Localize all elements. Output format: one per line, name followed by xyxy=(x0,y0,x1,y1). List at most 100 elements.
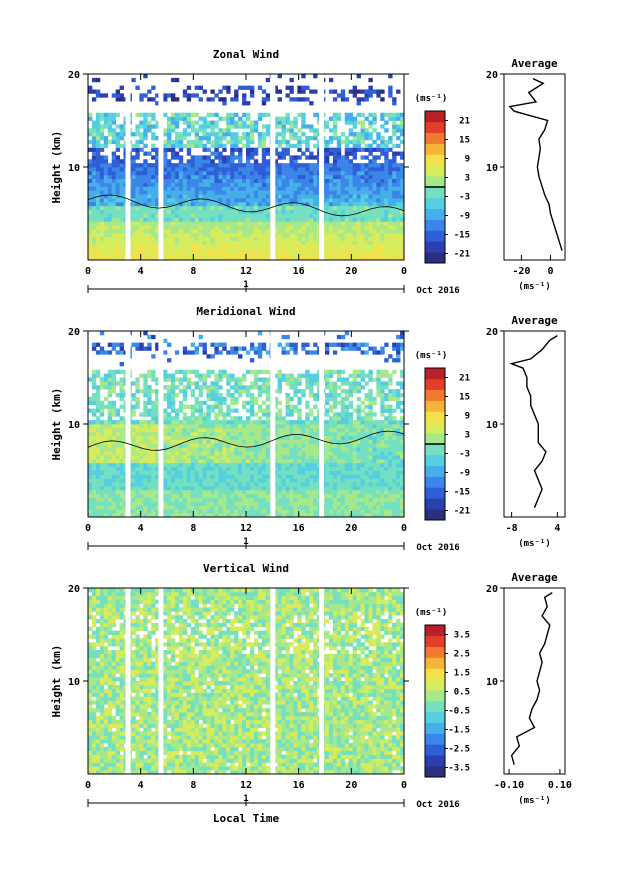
heat-cell xyxy=(119,170,124,176)
heat-cell xyxy=(305,462,310,468)
heat-cell xyxy=(163,416,168,421)
heat-cell xyxy=(297,416,302,421)
heat-cell xyxy=(238,201,243,207)
heat-cell xyxy=(167,178,172,183)
heat-cell xyxy=(384,427,389,433)
heat-cell xyxy=(182,205,188,211)
heat-cell xyxy=(380,470,385,475)
heat-cell xyxy=(167,240,172,245)
heat-cell xyxy=(210,194,215,199)
heat-cell xyxy=(131,194,136,199)
heat-cell xyxy=(174,194,180,199)
heat-cell xyxy=(198,455,203,460)
heat-cell xyxy=(182,458,188,464)
heat-cell xyxy=(309,225,314,230)
heat-cell xyxy=(151,252,156,257)
heat-cell xyxy=(139,209,144,214)
heat-cell xyxy=(388,509,393,514)
heat-cell xyxy=(103,509,109,514)
heat-cell xyxy=(190,170,196,176)
heat-cell xyxy=(352,147,357,152)
heat-cell xyxy=(281,116,286,121)
heat-cell xyxy=(88,225,93,230)
heat-cell xyxy=(289,248,294,253)
heat-cell xyxy=(206,221,211,226)
colorbar-unit: (ms⁻¹) xyxy=(415,94,448,104)
heat-cell xyxy=(246,229,251,234)
heat-cell xyxy=(384,159,389,164)
heat-cell xyxy=(190,486,196,491)
heat-cell xyxy=(344,424,350,429)
heat-cell xyxy=(111,424,117,429)
heat-cell xyxy=(163,424,168,429)
heat-cell xyxy=(103,124,109,129)
heat-cell xyxy=(214,136,219,141)
heat-cell xyxy=(249,178,255,183)
heat-cell xyxy=(222,447,227,452)
heat-cell xyxy=(356,132,361,137)
heat-cell xyxy=(261,439,267,444)
heat-cell xyxy=(230,236,235,242)
heat-cell xyxy=(352,236,357,242)
heat-cell xyxy=(356,501,361,506)
heat-cell xyxy=(182,489,188,495)
heat-cell xyxy=(238,451,243,456)
heat-cell xyxy=(226,458,231,464)
heat-cell xyxy=(380,244,385,249)
heat-cell xyxy=(289,213,294,218)
heat-cell xyxy=(309,505,314,510)
x-tick-label: 16 xyxy=(293,266,305,277)
heat-cell xyxy=(313,482,318,487)
heat-cell xyxy=(297,474,302,479)
heat-cell xyxy=(249,236,255,242)
heat-cell xyxy=(360,501,365,506)
heat-cell xyxy=(396,217,401,222)
heat-cell xyxy=(218,447,223,452)
heat-cell xyxy=(163,435,168,440)
heat-cell xyxy=(214,163,219,168)
heat-cell xyxy=(107,209,113,214)
heat-cell xyxy=(103,190,109,195)
heat-cell xyxy=(107,225,113,230)
heat-cell xyxy=(194,232,199,238)
heat-cell xyxy=(273,462,278,468)
heat-cell xyxy=(246,478,251,483)
heat-cell xyxy=(214,147,219,152)
heat-cell xyxy=(230,120,235,125)
heat-cell xyxy=(372,163,377,168)
heat-cell xyxy=(99,155,105,160)
heat-cell xyxy=(396,209,401,214)
heat-cell xyxy=(206,416,211,421)
heat-cell xyxy=(388,489,393,495)
heat-cell xyxy=(115,174,120,180)
heat-cell xyxy=(273,486,278,491)
heat-cell xyxy=(186,478,192,483)
heat-cell xyxy=(384,163,389,168)
colorbar-swatch xyxy=(425,219,445,231)
heat-cell xyxy=(305,139,310,145)
heat-cell xyxy=(257,132,263,137)
heat-cell xyxy=(336,240,342,245)
heat-cell xyxy=(344,112,350,118)
heat-cell xyxy=(372,482,377,487)
heat-cell xyxy=(99,132,105,137)
heat-cell xyxy=(88,482,93,487)
heat-cell xyxy=(151,505,156,510)
heat-cell xyxy=(265,489,271,495)
heat-cell xyxy=(265,447,271,452)
heat-cell xyxy=(131,482,136,487)
heat-cell xyxy=(309,136,314,141)
heat-cell xyxy=(249,201,255,207)
heat-cell xyxy=(174,435,180,440)
heat-cell xyxy=(88,493,93,499)
heat-cell xyxy=(139,248,144,253)
heat-cell xyxy=(336,209,342,214)
heat-cell xyxy=(99,190,105,195)
heat-cell xyxy=(246,178,251,183)
heat-cell xyxy=(170,505,176,510)
heat-cell xyxy=(325,248,330,253)
heat-cell xyxy=(352,143,357,149)
heat-cell xyxy=(392,163,397,168)
heat-cell xyxy=(222,416,227,421)
heat-cell xyxy=(174,170,180,176)
